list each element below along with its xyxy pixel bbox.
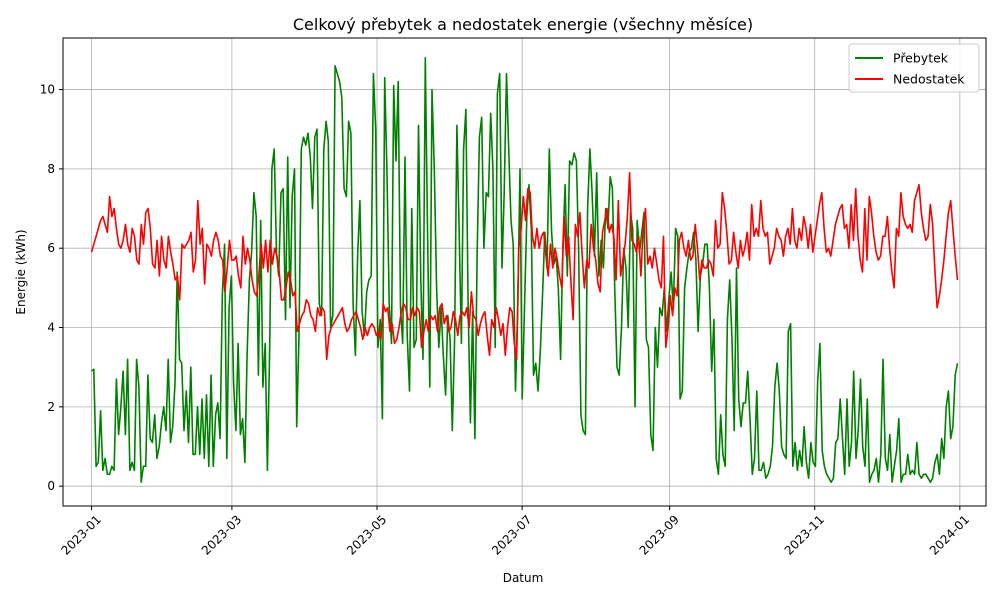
x-tick-label: 2024-01 [927, 512, 972, 557]
plot-frame [62, 37, 987, 507]
x-axis-ticks: 2023-01 2023-03 2023-05 2023-07 2023-09 2023-… [59, 506, 972, 558]
y-axis-label: Energie (kWh) [14, 229, 28, 314]
y-tick-label: 8 [47, 162, 55, 176]
grid-lines [63, 38, 986, 506]
y-tick-label: 2 [47, 400, 55, 414]
x-tick-label: 2023-01 [59, 512, 104, 557]
x-tick-label: 2023-11 [782, 512, 827, 557]
y-tick-label: 10 [40, 83, 55, 97]
y-tick-label: 4 [47, 321, 55, 335]
x-tick-label: 2023-07 [489, 512, 534, 557]
y-axis-ticks: 0 2 4 6 8 10 [40, 83, 63, 493]
x-tick-label: 2023-09 [637, 512, 682, 557]
x-tick-label: 2023-03 [199, 512, 244, 557]
y-tick-label: 6 [47, 241, 55, 255]
legend-label-0: Přebytek [893, 51, 949, 66]
series-line-0 [90, 56, 959, 484]
x-axis-label: Datum [503, 571, 544, 585]
y-tick-label: 0 [47, 479, 55, 493]
series-layer [90, 56, 959, 484]
x-tick-label: 2023-05 [344, 512, 389, 557]
legend: Přebytek Nedostatek [848, 43, 980, 93]
series-line-1 [90, 172, 959, 361]
chart-title: Celkový přebytek a nedostatek energie (v… [293, 15, 753, 34]
legend-label-1: Nedostatek [893, 72, 965, 87]
